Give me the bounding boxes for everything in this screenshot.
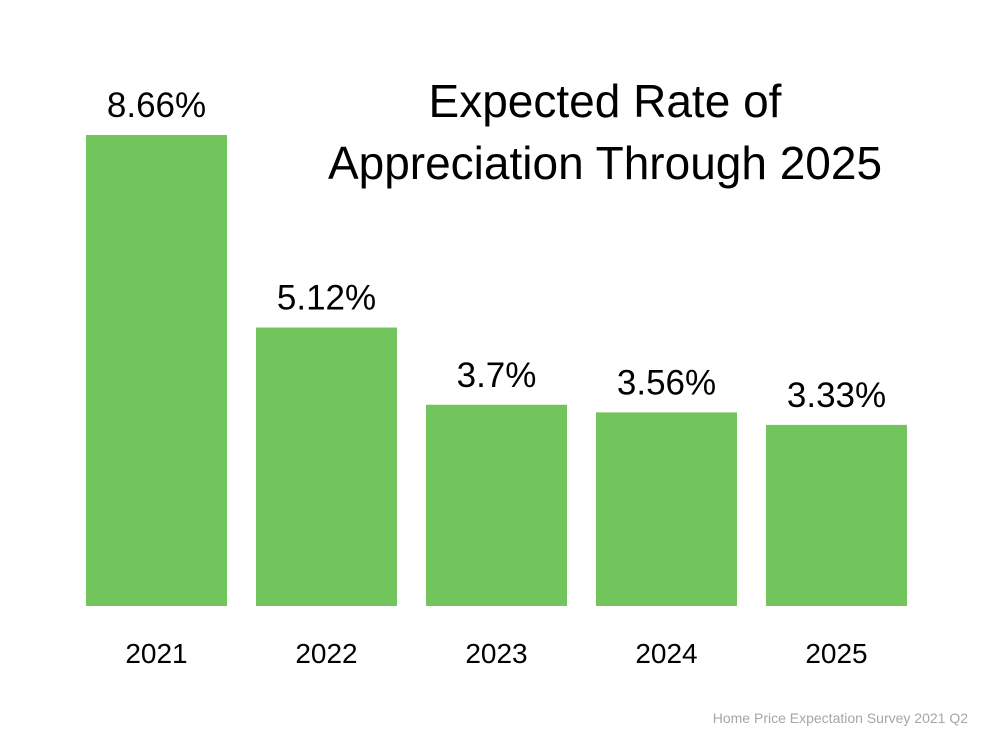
chart-title: Expected Rate of Appreciation Through 20… bbox=[280, 70, 930, 194]
data-label-2024: 3.56% bbox=[617, 363, 716, 402]
x-tick-label-2022: 2022 bbox=[295, 638, 357, 669]
chart-title-line-2: Appreciation Through 2025 bbox=[327, 137, 883, 189]
data-label-2022: 5.12% bbox=[277, 279, 376, 318]
source-note: Home Price Expectation Survey 2021 Q2 bbox=[712, 710, 968, 726]
bar-2022 bbox=[256, 327, 397, 606]
x-tick-label-2025: 2025 bbox=[805, 638, 867, 669]
bar-2023 bbox=[426, 404, 567, 606]
bar-2024 bbox=[596, 412, 737, 606]
bar-2025 bbox=[766, 424, 907, 606]
x-tick-label-2023: 2023 bbox=[465, 638, 527, 669]
bar-2021 bbox=[86, 135, 227, 606]
x-tick-label-2021: 2021 bbox=[125, 638, 187, 669]
x-tick-label-2024: 2024 bbox=[635, 638, 697, 669]
data-label-2021: 8.66% bbox=[107, 86, 206, 125]
data-label-2025: 3.33% bbox=[787, 376, 886, 415]
data-label-2023: 3.7% bbox=[457, 356, 537, 395]
chart-title-line-1: Expected Rate of bbox=[428, 75, 782, 127]
